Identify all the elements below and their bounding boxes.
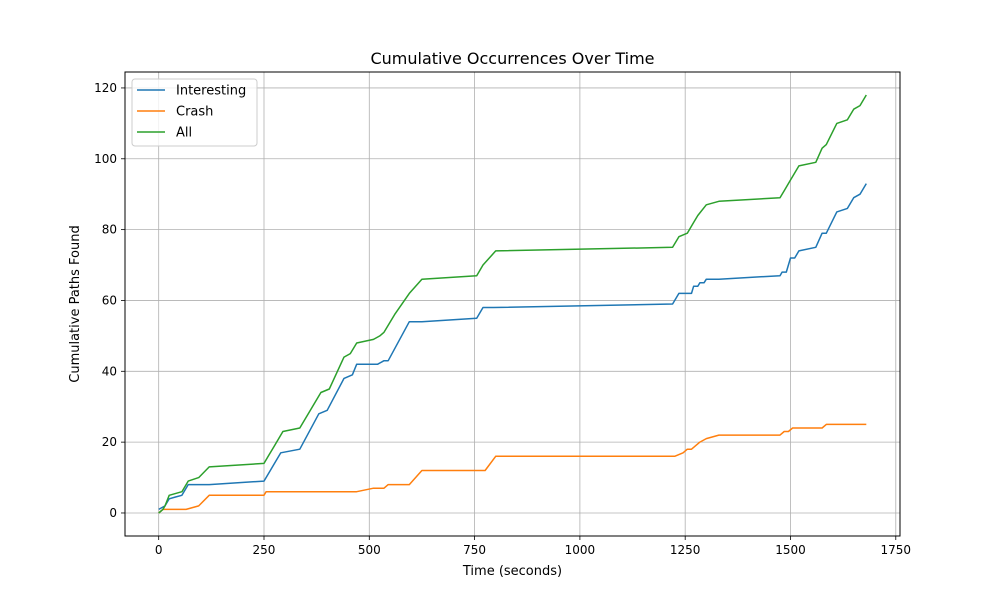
chart-title: Cumulative Occurrences Over Time bbox=[370, 49, 654, 68]
legend: Interesting Crash All bbox=[131, 78, 258, 147]
x-tick-label: 500 bbox=[358, 543, 381, 557]
y-tick-label: 120 bbox=[94, 81, 117, 95]
y-tick-label: 80 bbox=[102, 223, 117, 237]
axis-ticks: 0 250 500 750 1000 1250 1500 1750 0 20 40 60 80 100 12… bbox=[94, 81, 911, 557]
grid bbox=[125, 72, 900, 536]
y-tick-label: 40 bbox=[102, 364, 117, 378]
x-tick-label: 1500 bbox=[775, 543, 806, 557]
series-line-crash bbox=[158, 423, 867, 514]
y-tick-label: 100 bbox=[94, 152, 117, 166]
legend-label-crash: Crash bbox=[176, 105, 213, 120]
x-tick-label: 1000 bbox=[565, 543, 596, 557]
x-tick-label: 1250 bbox=[670, 543, 701, 557]
y-tick-label: 20 bbox=[102, 435, 117, 449]
x-axis-label: Time (seconds) bbox=[462, 564, 562, 579]
x-tick-label: 0 bbox=[155, 543, 163, 557]
series-lines bbox=[158, 94, 867, 514]
series-line-interesting bbox=[158, 183, 867, 511]
x-tick-label: 1750 bbox=[881, 543, 912, 557]
series-line-all bbox=[158, 94, 867, 514]
x-tick-label: 250 bbox=[253, 543, 276, 557]
y-tick-label: 60 bbox=[102, 293, 117, 307]
legend-box bbox=[131, 78, 258, 147]
y-axis-label: Cumulative Paths Found bbox=[68, 225, 83, 383]
y-tick-label: 0 bbox=[109, 506, 117, 520]
x-tick-label: 750 bbox=[463, 543, 486, 557]
legend-label-all: All bbox=[176, 126, 192, 141]
plot-frame bbox=[124, 71, 901, 537]
legend-label-interesting: Interesting bbox=[176, 84, 246, 99]
